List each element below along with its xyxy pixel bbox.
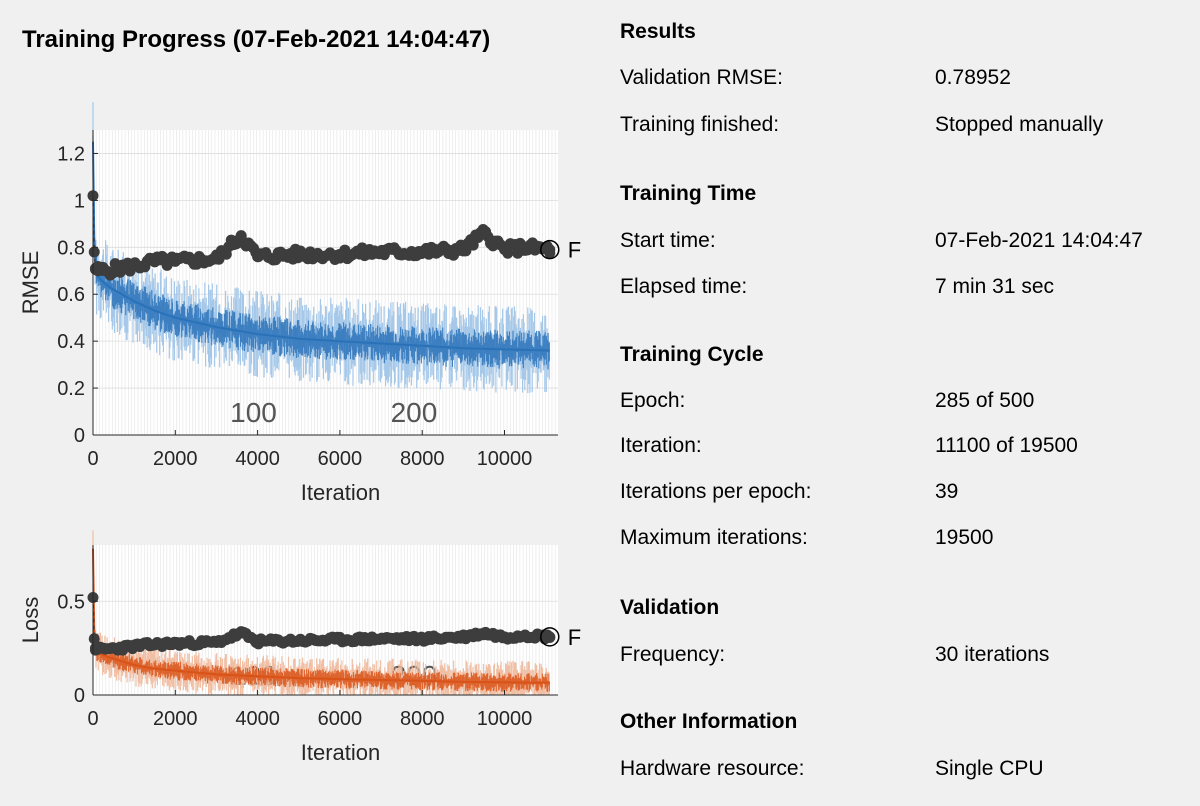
section-title-training-cycle: Training Cycle — [620, 343, 764, 366]
info-value-training-finished: Stopped manually — [935, 113, 1104, 136]
loss-validation-point — [416, 633, 428, 645]
loss-validation-point — [252, 636, 264, 648]
info-value-epoch: 285 of 500 — [935, 389, 1035, 412]
rmse-x-tick-label: 2000 — [153, 448, 198, 470]
loss-x-tick-label: 10000 — [477, 708, 533, 730]
loss-validation-point — [519, 629, 531, 641]
loss-y-tick-label: 0 — [74, 685, 85, 707]
loss-validation-point — [235, 627, 247, 639]
rmse-x-tick-label: 8000 — [400, 448, 445, 470]
loss-validation-point — [499, 631, 511, 643]
loss-validation-point — [149, 638, 161, 650]
rmse-x-axis-label: Iteration — [301, 480, 381, 505]
rmse-validation-point — [169, 255, 181, 267]
loss-validation-point — [169, 637, 181, 649]
loss-validation-markers — [87, 592, 556, 656]
info-value-hardware-resource: Single CPU — [935, 757, 1044, 780]
rmse-validation-point — [519, 241, 531, 253]
info-label-elapsed-time: Elapsed time: — [620, 275, 748, 298]
loss-y-tick-label: 0.5 — [57, 591, 85, 613]
rmse-validation-point — [544, 244, 556, 256]
rmse-y-tick-label: 0.8 — [57, 237, 85, 259]
info-label-epoch: Epoch: — [620, 389, 686, 412]
rmse-validation-point — [293, 248, 305, 260]
loss-validation-point — [210, 637, 222, 648]
rmse-epoch-label-200: 200 — [391, 397, 438, 428]
info-value-iteration: 11100 of 19500 — [935, 434, 1078, 457]
info-value-start-time: 07-Feb-2021 14:04:47 — [935, 229, 1143, 252]
rmse-y-tick-label: 0.2 — [57, 378, 85, 400]
loss-validation-point — [88, 633, 100, 645]
rmse-validation-point — [88, 246, 100, 258]
loss-x-axis-label: Iteration — [301, 740, 381, 765]
page-title: Training Progress (07-Feb-2021 14:04:47) — [22, 26, 491, 53]
loss-x-tick-label: 2000 — [153, 708, 198, 730]
loss-validation-point — [334, 634, 346, 646]
rmse-validation-point — [416, 246, 428, 258]
info-label-iteration: Iteration: — [620, 434, 702, 457]
section-title-other-information: Other Information — [620, 710, 798, 733]
rmse-validation-point — [457, 244, 469, 256]
loss-x-tick-label: 4000 — [235, 708, 280, 730]
loss-chart: 100 200 F 0 2000 4000 6000 8000 10000 0 0.5 Iterati… — [0, 525, 600, 806]
rmse-y-tick-label: 1.2 — [57, 143, 85, 165]
rmse-final-marker-label: F — [568, 238, 581, 263]
loss-validation-point — [112, 642, 124, 654]
info-value-frequency: 30 iterations — [935, 643, 1050, 666]
rmse-validation-point — [112, 262, 124, 274]
rmse-validation-point — [235, 230, 247, 242]
rmse-validation-point — [499, 244, 511, 256]
loss-validation-point — [375, 633, 387, 645]
section-title-results: Results — [620, 20, 696, 43]
loss-y-axis-label: Loss — [18, 597, 43, 643]
info-value-maximum-iterations: 19500 — [935, 526, 994, 549]
rmse-validation-point — [478, 227, 490, 239]
rmse-y-tick-label: 0 — [74, 425, 85, 447]
info-label-start-time: Start time: — [620, 229, 716, 252]
rmse-validation-markers — [87, 190, 556, 281]
training-info-panel: Results Validation RMSE: 0.78952 Trainin… — [620, 0, 1200, 806]
rmse-validation-point — [99, 265, 111, 277]
rmse-y-axis-label: RMSE — [18, 251, 43, 315]
rmse-x-tick-label: 10000 — [477, 448, 533, 470]
info-value-iterations-per-epoch: 39 — [935, 480, 959, 503]
info-label-frequency: Frequency: — [620, 643, 726, 666]
rmse-validation-point — [128, 260, 140, 272]
loss-x-tick-label: 8000 — [400, 708, 445, 730]
rmse-y-tick-label: 0.4 — [57, 331, 85, 353]
rmse-x-tick-label: 6000 — [318, 448, 363, 470]
rmse-plot-area — [93, 130, 558, 435]
info-label-maximum-iterations: Maximum iterations: — [620, 526, 808, 549]
info-value-validation-rmse: 0.78952 — [935, 66, 1011, 89]
info-label-hardware-resource: Hardware resource: — [620, 757, 805, 780]
section-title-training-time: Training Time — [620, 182, 757, 205]
rmse-final-marker — [540, 239, 560, 260]
loss-validation-point — [128, 640, 140, 652]
loss-x-tick-label: 0 — [87, 708, 98, 730]
loss-validation-point — [457, 631, 469, 643]
loss-x-tick-label: 6000 — [318, 708, 363, 730]
rmse-validation-point — [375, 246, 387, 258]
loss-final-marker-label: F — [568, 625, 581, 650]
rmse-y-tick-label: 1 — [74, 190, 85, 212]
rmse-validation-point — [210, 253, 222, 265]
loss-validation-point — [544, 631, 556, 643]
rmse-chart: 100 200 F 0 2000 4000 6000 8000 10000 0 0.2 0.4 0.6 0… — [0, 100, 600, 520]
rmse-y-tick-label: 0.6 — [57, 284, 85, 306]
loss-validation-point — [478, 627, 490, 639]
rmse-validation-point — [334, 248, 346, 260]
info-label-training-finished: Training finished: — [620, 113, 780, 136]
rmse-validation-point — [149, 255, 161, 267]
rmse-epoch-label-100: 100 — [230, 397, 277, 428]
info-label-iterations-per-epoch: Iterations per epoch: — [620, 480, 812, 503]
loss-final-marker — [540, 627, 560, 647]
rmse-x-tick-label: 0 — [87, 448, 98, 470]
rmse-x-tick-label: 4000 — [235, 448, 280, 470]
loss-validation-point — [99, 643, 111, 655]
loss-validation-point — [293, 635, 305, 647]
info-label-validation-rmse: Validation RMSE: — [620, 66, 784, 89]
section-title-validation: Validation — [620, 596, 720, 619]
rmse-validation-point — [252, 251, 264, 263]
info-value-elapsed-time: 7 min 31 sec — [935, 275, 1055, 298]
